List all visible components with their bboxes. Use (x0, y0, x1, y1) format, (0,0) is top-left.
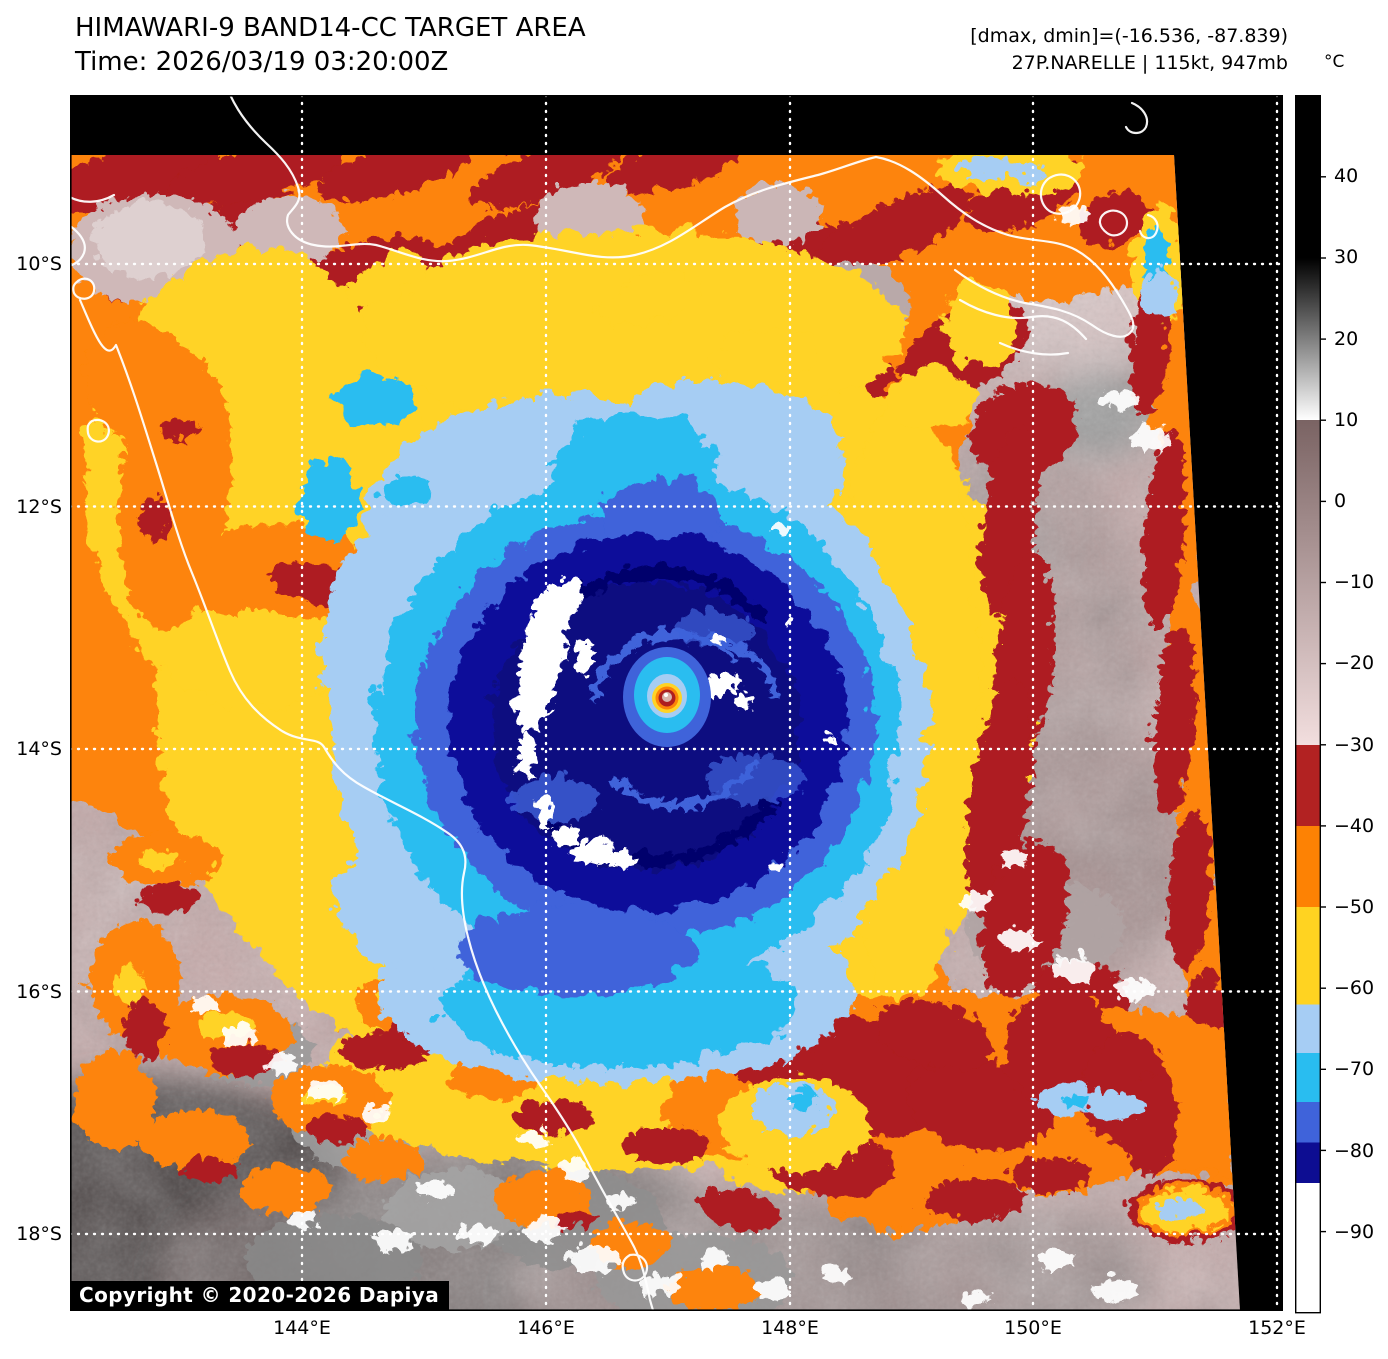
cyclone-eye (623, 647, 711, 747)
colorbar-gradient (1295, 95, 1322, 1314)
colorbar-tick-label: −80 (1334, 1139, 1375, 1162)
figure-title: HIMAWARI-9 BAND14-CC TARGET AREA (75, 13, 586, 43)
colorbar-tick-label: 20 (1334, 327, 1359, 350)
timestamp: Time: 2026/03/19 03:20:00Z (75, 47, 449, 77)
copyright-notice: Copyright © 2020-2026 Dapiya (70, 1281, 450, 1311)
colorbar-unit: °C (1324, 52, 1345, 72)
lat-label: 12°S (16, 495, 62, 518)
lon-label: 146°E (517, 1317, 575, 1339)
lon-label: 150°E (1004, 1317, 1062, 1339)
lat-label: 16°S (16, 980, 62, 1003)
lon-label: 152°E (1248, 1317, 1306, 1339)
lon-label: 148°E (761, 1317, 819, 1339)
colorbar-tick-label: −90 (1334, 1220, 1375, 1243)
colorbar-tick-label: −20 (1334, 652, 1375, 675)
storm-info: 27P.NARELLE | 115kt, 947mb (1011, 52, 1288, 74)
lat-label: 14°S (16, 738, 62, 760)
lon-label: 144°E (273, 1317, 331, 1339)
colorbar-tick-label: −50 (1334, 896, 1375, 918)
header-annotations: [dmax, dmin]=(-16.536, -87.839) 27P.NARE… (970, 23, 1288, 77)
graticule (70, 95, 1283, 1311)
colorbar-tick-label: 10 (1334, 408, 1359, 431)
colorbar-tick-label: −30 (1334, 733, 1375, 756)
dmax-dmin-stats: [dmax, dmin]=(-16.536, -87.839) (970, 25, 1288, 47)
data-region (70, 155, 1240, 1311)
lat-label: 18°S (16, 1223, 62, 1245)
colorbar-tick-label: 30 (1334, 246, 1359, 269)
colorbar-tick-label: −10 (1334, 571, 1375, 594)
colorbar-tick-label: 0 (1334, 490, 1347, 512)
colorbar-tick-label: −70 (1334, 1058, 1375, 1081)
colorbar-tick-label: 40 (1334, 165, 1359, 188)
coastlines (70, 95, 1159, 1311)
colorbar-tick-label: −40 (1334, 814, 1375, 837)
colorbar (1295, 95, 1326, 1314)
map-frame (70, 95, 1283, 1311)
colorbar-tick-label: −60 (1334, 977, 1375, 1000)
lat-label: 10°S (16, 253, 62, 275)
satellite-map (70, 95, 1283, 1311)
